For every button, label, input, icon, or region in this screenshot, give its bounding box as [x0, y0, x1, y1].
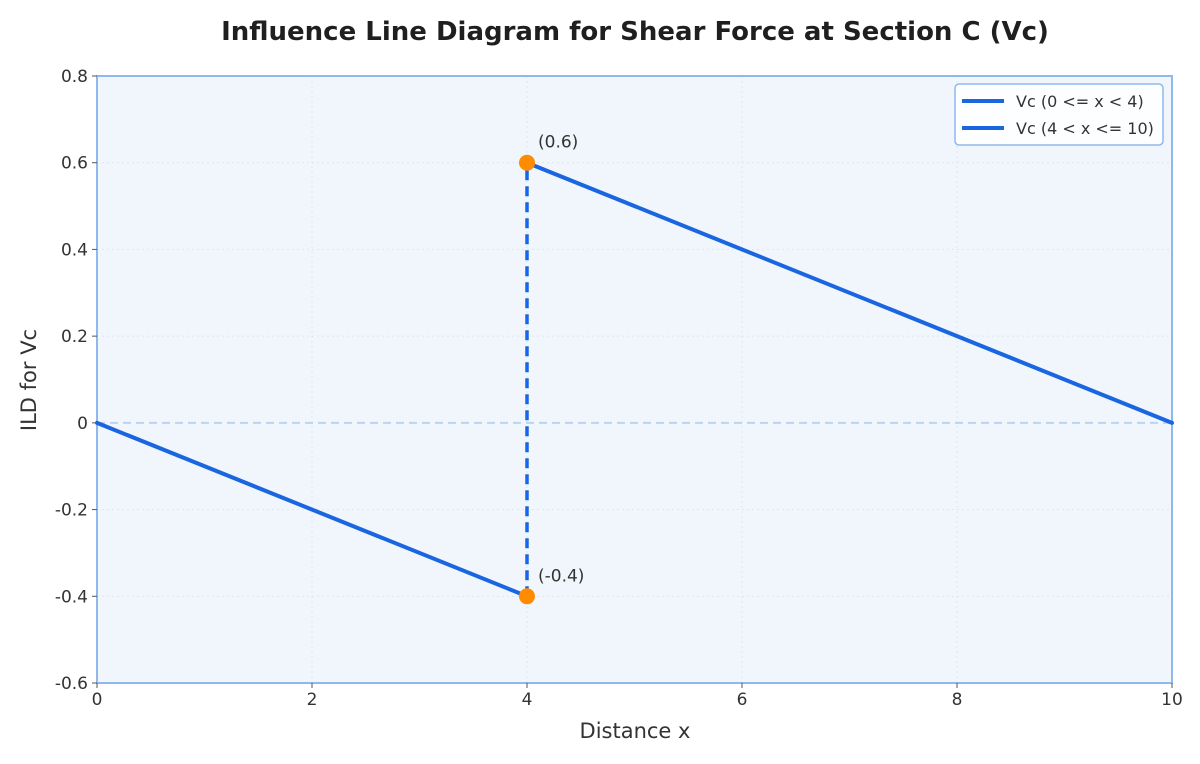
- x-tick-label: 2: [307, 690, 318, 710]
- x-tick-label: 8: [952, 690, 963, 710]
- y-tick-label: 0.2: [61, 327, 88, 347]
- legend-label: Vc (0 <= x < 4): [1016, 92, 1144, 111]
- y-tick-label: 0: [77, 414, 88, 434]
- annotation-label: (-0.4): [538, 566, 584, 586]
- y-tick-label: -0.6: [55, 674, 88, 694]
- annotation-label: (0.6): [538, 133, 578, 153]
- series-line-2: [525, 160, 1174, 425]
- annotation-marker: [519, 154, 535, 171]
- annotation-marker: [519, 588, 535, 605]
- plot-group: 0 2 4 6 8 10 -0.6 -0.4 -0.2 0 0.2 0.4 0.6 0.8 (0.6) (-0…: [55, 67, 1183, 710]
- y-tick-label: -0.2: [55, 501, 88, 521]
- x-axis-label: Distance x: [580, 719, 691, 743]
- x-tick-label: 10: [1161, 690, 1183, 710]
- plot-area: [97, 76, 1172, 683]
- x-tick-label: 6: [737, 690, 748, 710]
- plot-frame: [96, 75, 1173, 684]
- y-tick-label: 0.4: [61, 240, 88, 260]
- legend-box: [954, 83, 1164, 146]
- series-line-1: [95, 420, 529, 599]
- legend-label: Vc (4 < x <= 10): [1016, 119, 1154, 138]
- y-tick-label: -0.4: [55, 587, 88, 607]
- x-tick-label: 4: [522, 690, 533, 710]
- y-tick-label: 0.6: [61, 154, 88, 174]
- legend: Vc (0 <= x < 4) Vc (4 < x <= 10): [954, 83, 1164, 146]
- y-axis-label: ILD for Vc: [17, 329, 41, 431]
- x-tick-label: 0: [92, 690, 103, 710]
- y-tick-label: 0.8: [61, 67, 88, 87]
- chart-title: Influence Line Diagram for Shear Force a…: [221, 17, 1049, 47]
